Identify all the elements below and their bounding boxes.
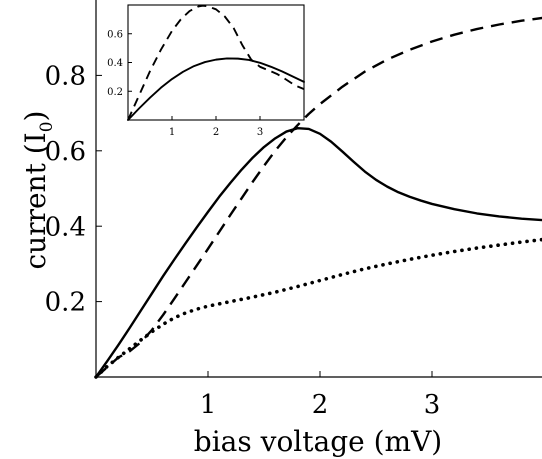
main-x-tick-label: 3	[424, 390, 441, 420]
y-axis-title-main: current (I	[19, 132, 52, 269]
main-y-tick-label: 0.2	[45, 288, 86, 318]
main-y-tick-label: 0.6	[45, 137, 86, 167]
y-axis-title-end: )	[19, 111, 52, 122]
inset-x-tick-label: 1	[169, 127, 175, 138]
inset-x-tick-label: 3	[257, 127, 263, 138]
main-y-tick-label: 0.8	[45, 62, 86, 92]
main-x-tick-label: 1	[200, 390, 217, 420]
inset-y-tick-label: 0.2	[107, 87, 123, 98]
inset-y-tick-label: 0.4	[107, 58, 123, 69]
inset-frame	[127, 4, 305, 121]
inset-y-ticks: 0.2 0.4 0.6	[107, 29, 132, 98]
x-axis-title: bias voltage (mV)	[194, 425, 442, 458]
main-y-ticks: 0.2 0.4 0.6 0.8	[45, 62, 102, 318]
main-series-line-solid	[94, 126, 542, 379]
main-x-ticks: 1 2 3	[200, 371, 441, 420]
main-plot-frame	[95, 0, 542, 378]
y-axis-title: current (I0)	[19, 111, 57, 270]
main-series-group	[94, 16, 542, 379]
main-series-line-dotted	[94, 237, 542, 379]
inset-plot: 1 2 3 0.2 0.4 0.6	[107, 4, 305, 138]
inset-series-group	[127, 4, 305, 121]
inset-x-tick-label: 2	[213, 127, 219, 138]
inset-series-line-dashed	[127, 4, 305, 121]
main-x-tick-label: 2	[312, 390, 329, 420]
inset-y-tick-label: 0.6	[107, 29, 123, 40]
y-axis-title-subscript: 0	[37, 121, 57, 132]
main-y-tick-label: 0.4	[45, 212, 86, 242]
inset-series-line-solid	[127, 57, 305, 121]
inset-x-ticks: 1 2 3	[169, 116, 263, 138]
